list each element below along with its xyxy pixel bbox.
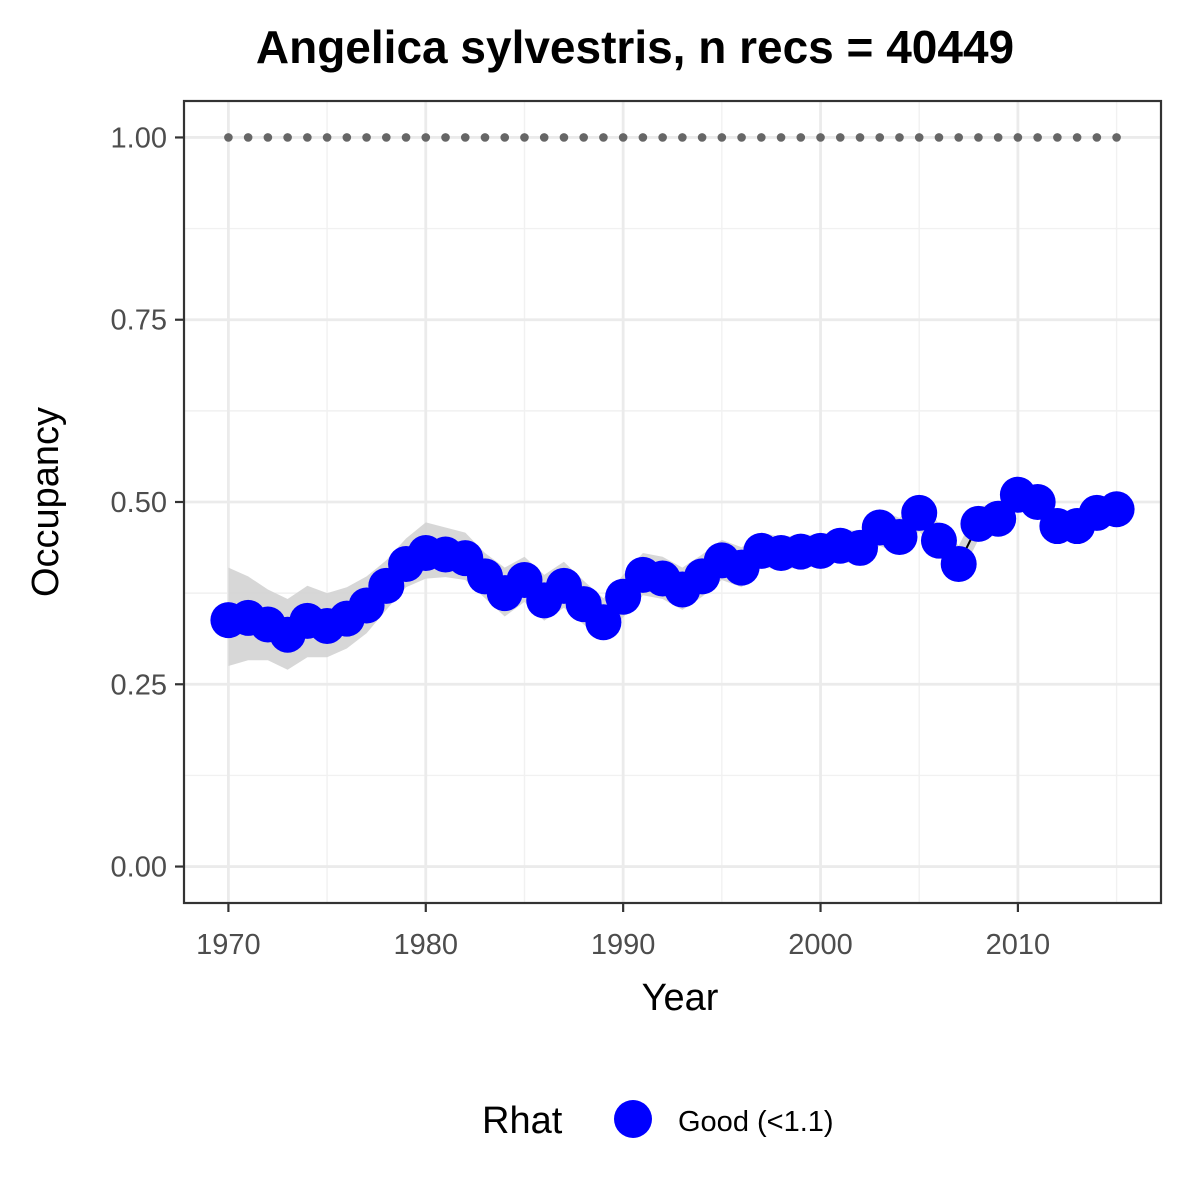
reference-dot [618,133,628,142]
legend-key-good [614,1100,652,1138]
y-tick-label: 0.00 [111,852,167,884]
reference-dot [974,133,983,142]
reference-dot [776,133,786,142]
legend-title: Rhat [482,1100,563,1142]
reference-dot [362,133,371,142]
y-axis-ticks: 0.00 0.25 0.50 0.75 1.00 [111,122,184,884]
y-tick-label: 0.50 [111,487,167,519]
reference-dot [697,133,707,142]
x-tick-label: 1990 [591,929,656,961]
x-axis-title: Year [642,977,719,1019]
reference-dot [638,133,648,142]
reference-dot [460,133,470,142]
point-layer [210,476,1135,653]
reference-dot [895,133,904,142]
reference-dot [382,133,391,142]
reference-dot [796,133,806,142]
y-axis-title: Occupancy [25,407,67,597]
reference-dot [855,133,865,142]
y-tick-label: 0.75 [111,305,167,337]
reference-dot [520,133,529,142]
data-point [901,494,938,531]
data-point [940,545,977,582]
chart-title: Angelica sylvestris, n recs = 40449 [256,21,1014,73]
legend-label-good: Good (<1.1) [678,1106,834,1138]
reference-dot [480,133,490,142]
x-axis-ticks: 1970 1980 1990 2000 2010 [196,903,1050,961]
reference-dot [835,133,845,142]
reference-dot [539,133,549,142]
legend: Rhat Good (<1.1) [482,1100,834,1142]
y-tick-label: 0.25 [111,669,167,701]
reference-dot [342,133,352,142]
reference-dot [678,133,687,142]
reference-dot [599,133,608,142]
reference-dot [322,133,332,142]
data-point [585,604,622,641]
reference-dot [1112,133,1121,142]
reference-dot [717,133,727,142]
reference-dot [737,133,746,142]
x-tick-label: 1970 [196,929,261,961]
data-point [881,518,918,555]
reference-line-layer [224,133,1121,142]
data-point [980,500,1017,537]
reference-dot [1072,133,1082,142]
reference-dot [441,133,450,142]
reference-dot [224,133,233,142]
reference-dot [993,133,1003,142]
data-point [1098,491,1135,528]
reference-dot [421,133,431,142]
reference-dot [658,133,667,142]
y-tick-label: 1.00 [111,122,167,154]
x-tick-label: 2000 [788,929,853,961]
reference-dot [914,133,924,142]
reference-dot [1053,133,1062,142]
reference-dot [934,133,944,142]
reference-dot [303,133,312,142]
data-point [1019,484,1056,520]
reference-dot [1033,133,1042,142]
reference-dot [875,133,885,142]
reference-dot [954,133,963,142]
reference-dot [559,133,569,142]
reference-dot [579,133,588,142]
reference-dot [243,133,253,142]
reference-dot [401,133,411,142]
reference-dot [1092,133,1102,142]
reference-dot [816,133,825,142]
reference-dot [500,133,510,142]
reference-dot [1013,133,1023,142]
x-tick-label: 1980 [394,929,459,961]
reference-dot [263,133,273,142]
reference-dot [283,133,292,142]
x-tick-label: 2010 [986,929,1051,961]
reference-dot [757,133,766,142]
